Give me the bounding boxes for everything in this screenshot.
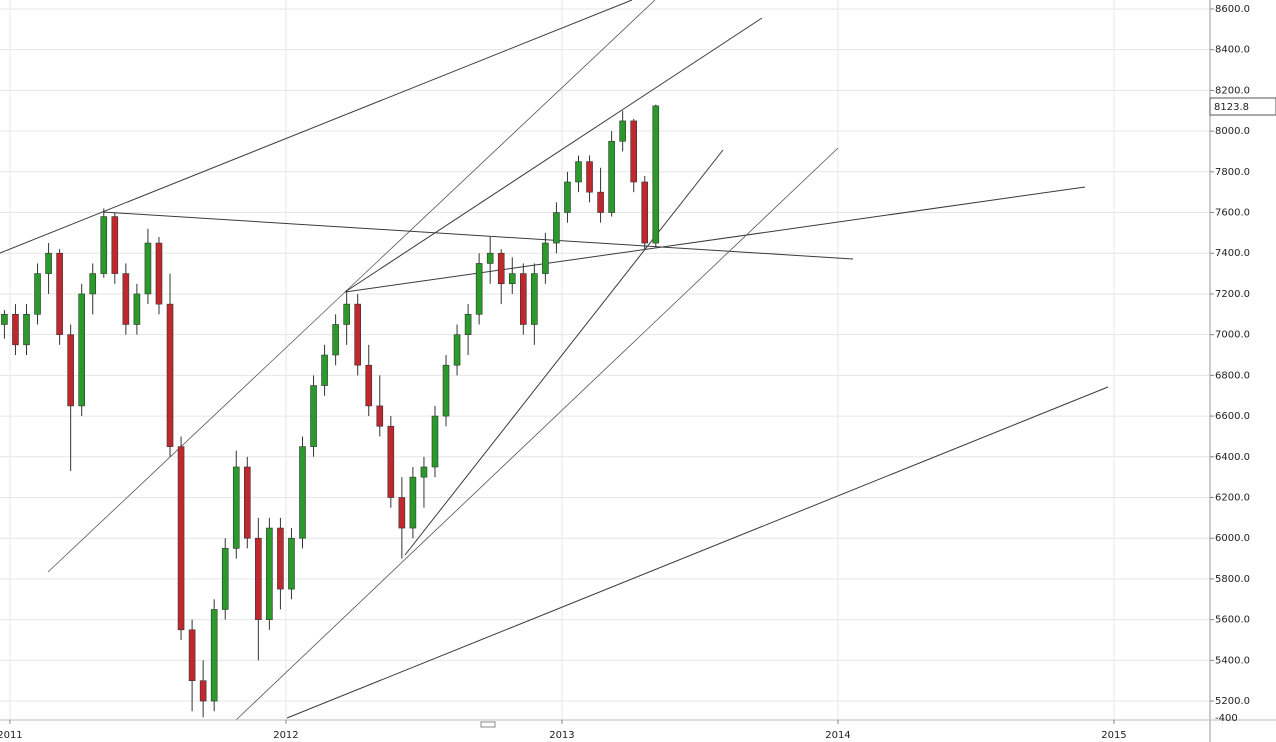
candle-body	[122, 273, 130, 325]
y-tick-label: 5800.0	[1215, 574, 1250, 585]
y-tick-label: 5200.0	[1215, 696, 1250, 707]
candle-body	[641, 181, 649, 244]
y-tick-label: 6000.0	[1215, 533, 1250, 544]
candle-body	[464, 314, 472, 335]
x-tick-label: 2012	[273, 730, 298, 741]
candles	[1, 104, 660, 718]
candle-body	[486, 252, 494, 264]
y-tick-label: 6600.0	[1215, 411, 1250, 422]
candle-body	[531, 273, 538, 325]
y-tick-label: 6200.0	[1215, 493, 1250, 504]
y-tick-label: 7800.0	[1215, 167, 1250, 178]
candle-body	[188, 629, 196, 682]
last-price-label: 8123.8	[1214, 102, 1249, 113]
scroll-handle[interactable]	[480, 721, 496, 728]
trend-lines	[0, 0, 1109, 721]
candle-body	[475, 263, 483, 315]
candle-body	[78, 293, 85, 407]
candle-body	[619, 120, 626, 142]
candle-body	[442, 364, 450, 417]
trend-line	[286, 386, 1109, 719]
candle-body	[210, 609, 218, 702]
candle-body	[652, 105, 660, 244]
candle-body	[111, 216, 119, 274]
y-tick-label: 5600.0	[1215, 615, 1250, 626]
candle-body	[387, 425, 395, 498]
candle-body	[144, 242, 152, 295]
candle-body	[365, 364, 373, 407]
x-tick-label: 2013	[549, 730, 574, 741]
trend-line	[235, 147, 839, 721]
trend-line	[0, 0, 633, 254]
candle-body	[155, 242, 163, 305]
y-tick-label: 7600.0	[1215, 208, 1250, 219]
candle-body	[508, 273, 516, 285]
candle-body	[299, 446, 306, 539]
x-tick-label: 2015	[1101, 730, 1126, 741]
candle-body	[630, 120, 638, 183]
candle-body	[354, 303, 362, 366]
candle-body	[453, 334, 461, 366]
candle-body	[409, 476, 417, 529]
candle-body	[586, 161, 593, 193]
candle-body	[597, 191, 604, 213]
y-tick-label: 6400.0	[1215, 452, 1250, 463]
candle-body	[497, 252, 505, 285]
y-tick-label: 7400.0	[1215, 248, 1250, 259]
candle-body	[1, 314, 8, 325]
candle-body	[89, 273, 97, 295]
trend-line	[404, 149, 724, 556]
candle-body	[398, 497, 406, 529]
x-tick-label: 2014	[825, 730, 850, 741]
candle-body	[232, 466, 240, 549]
candle-body	[34, 273, 41, 315]
candle-body	[420, 466, 428, 478]
y-tick-label: 6800.0	[1215, 370, 1250, 381]
x-tick-label: 2011	[0, 730, 23, 741]
candle-body	[12, 314, 19, 346]
candle-body	[166, 303, 174, 447]
candle-body	[243, 466, 251, 539]
candle-body	[321, 354, 328, 386]
candle-body	[608, 140, 615, 213]
volume-axis-label: -400	[1215, 713, 1238, 724]
candle-body	[277, 527, 284, 590]
candle-body	[56, 252, 63, 335]
last-price-box	[1209, 97, 1276, 116]
candle-body	[67, 334, 74, 407]
candle-body	[177, 446, 185, 631]
candle-body	[100, 216, 108, 274]
y-tick-label: 8000.0	[1215, 126, 1250, 137]
candle-body	[221, 548, 229, 610]
y-tick-label: 8200.0	[1215, 85, 1250, 96]
y-tick-label: 8600.0	[1215, 4, 1250, 15]
candle-body	[199, 680, 207, 702]
candle-body	[23, 314, 30, 346]
candle-body	[431, 415, 439, 468]
candle-body	[255, 537, 262, 620]
y-tick-label: 7000.0	[1215, 330, 1250, 341]
y-tick-label: 5400.0	[1215, 655, 1250, 666]
trend-line	[102, 211, 854, 260]
grid	[0, 0, 1210, 720]
candle-body	[310, 385, 317, 447]
candle-body	[343, 303, 350, 325]
candle-body	[288, 537, 295, 590]
candle-body	[266, 527, 273, 620]
trend-line	[344, 186, 1086, 293]
candle-body	[575, 161, 582, 183]
y-tick-label: 8400.0	[1215, 45, 1250, 56]
y-tick-label: 7200.0	[1215, 289, 1250, 300]
candle-body	[542, 242, 549, 274]
candle-body	[332, 324, 339, 356]
candle-body	[376, 405, 384, 427]
candle-body	[520, 273, 527, 325]
candle-body	[553, 212, 560, 244]
trend-line	[47, 0, 656, 573]
candle-body	[45, 252, 52, 274]
candle-body	[564, 181, 571, 213]
trend-line	[344, 17, 763, 293]
candle-body	[133, 293, 141, 325]
